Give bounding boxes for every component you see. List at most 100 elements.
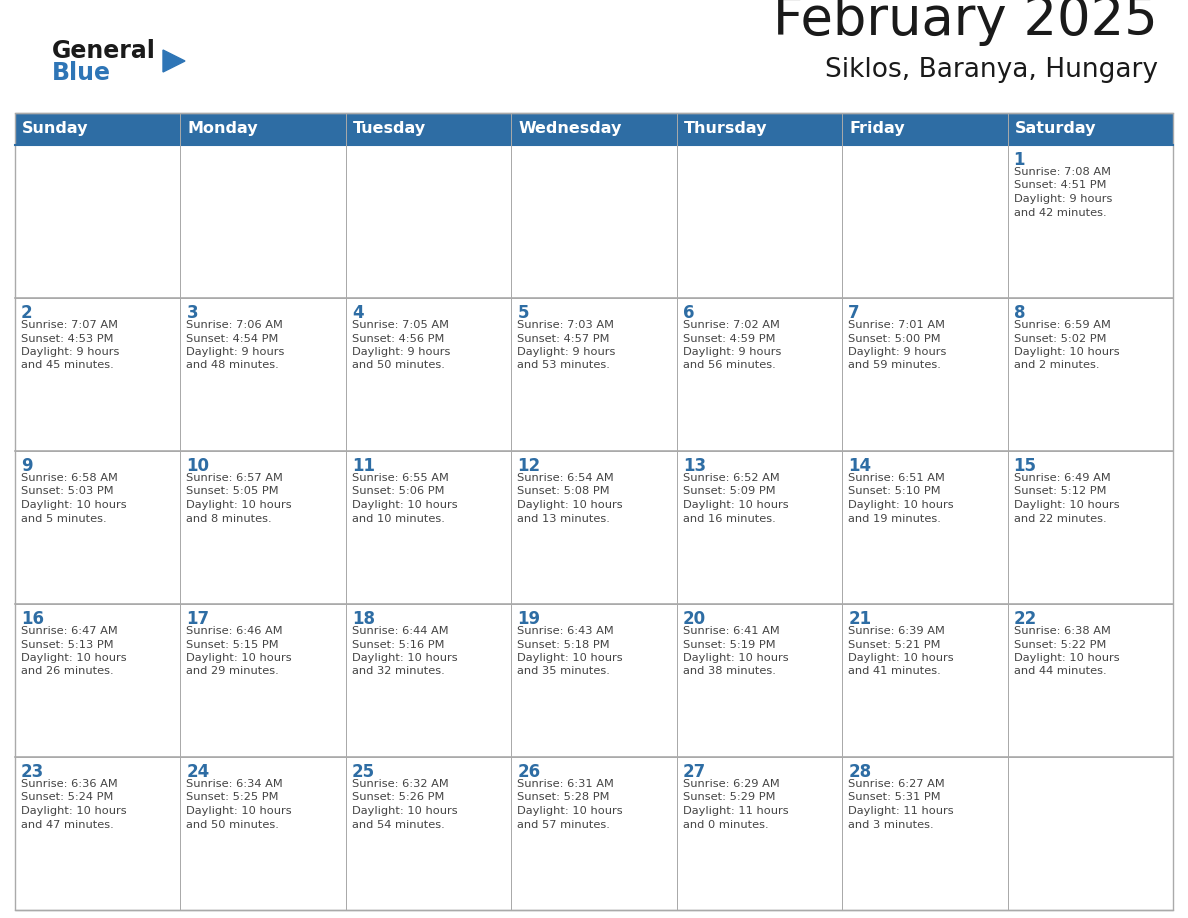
Bar xyxy=(15,604,181,757)
Text: 27: 27 xyxy=(683,763,706,781)
Text: Sunrise: 6:41 AM: Sunrise: 6:41 AM xyxy=(683,626,779,636)
Text: Sunrise: 6:38 AM: Sunrise: 6:38 AM xyxy=(1013,626,1111,636)
Text: and 35 minutes.: and 35 minutes. xyxy=(517,666,611,677)
Text: 18: 18 xyxy=(352,610,375,628)
Text: and 3 minutes.: and 3 minutes. xyxy=(848,820,934,830)
Text: Wednesday: Wednesday xyxy=(518,121,621,137)
Bar xyxy=(181,757,346,910)
Text: 28: 28 xyxy=(848,763,871,781)
Text: Daylight: 10 hours: Daylight: 10 hours xyxy=(187,653,292,663)
Text: Sunrise: 7:03 AM: Sunrise: 7:03 AM xyxy=(517,320,614,330)
Text: and 57 minutes.: and 57 minutes. xyxy=(517,820,611,830)
Bar xyxy=(842,451,1007,604)
Text: and 10 minutes.: and 10 minutes. xyxy=(352,513,444,523)
Text: Sunrise: 7:07 AM: Sunrise: 7:07 AM xyxy=(21,320,118,330)
Text: 16: 16 xyxy=(21,610,44,628)
Text: and 22 minutes.: and 22 minutes. xyxy=(1013,513,1106,523)
Text: Sunset: 5:31 PM: Sunset: 5:31 PM xyxy=(848,792,941,802)
Text: Sunset: 5:29 PM: Sunset: 5:29 PM xyxy=(683,792,776,802)
Text: Sunset: 4:57 PM: Sunset: 4:57 PM xyxy=(517,333,609,343)
Bar xyxy=(346,451,511,604)
Text: Sunrise: 6:27 AM: Sunrise: 6:27 AM xyxy=(848,779,944,789)
Bar xyxy=(1007,145,1173,298)
Text: Saturday: Saturday xyxy=(1015,121,1097,137)
Text: Blue: Blue xyxy=(52,61,110,85)
Text: Sunrise: 6:29 AM: Sunrise: 6:29 AM xyxy=(683,779,779,789)
Text: Sunset: 4:59 PM: Sunset: 4:59 PM xyxy=(683,333,776,343)
Bar xyxy=(15,113,1173,910)
Text: 5: 5 xyxy=(517,304,529,322)
Text: and 16 minutes.: and 16 minutes. xyxy=(683,513,776,523)
Text: February 2025: February 2025 xyxy=(773,0,1158,46)
Text: 21: 21 xyxy=(848,610,871,628)
Text: Sunset: 5:15 PM: Sunset: 5:15 PM xyxy=(187,640,279,650)
Text: Sunset: 5:25 PM: Sunset: 5:25 PM xyxy=(187,792,279,802)
Text: Sunset: 5:24 PM: Sunset: 5:24 PM xyxy=(21,792,113,802)
Text: Friday: Friday xyxy=(849,121,905,137)
Bar xyxy=(511,757,677,910)
Bar xyxy=(842,757,1007,910)
Text: Sunset: 4:53 PM: Sunset: 4:53 PM xyxy=(21,333,114,343)
Text: Sunrise: 6:58 AM: Sunrise: 6:58 AM xyxy=(21,473,118,483)
Text: and 45 minutes.: and 45 minutes. xyxy=(21,361,114,371)
Text: and 5 minutes.: and 5 minutes. xyxy=(21,513,107,523)
Text: 9: 9 xyxy=(21,457,32,475)
Bar xyxy=(15,113,1173,145)
Text: Sunset: 5:06 PM: Sunset: 5:06 PM xyxy=(352,487,444,497)
Text: and 48 minutes.: and 48 minutes. xyxy=(187,361,279,371)
Bar xyxy=(346,298,511,451)
Text: Daylight: 9 hours: Daylight: 9 hours xyxy=(517,347,615,357)
Text: 10: 10 xyxy=(187,457,209,475)
Text: and 56 minutes.: and 56 minutes. xyxy=(683,361,776,371)
Text: Sunrise: 6:47 AM: Sunrise: 6:47 AM xyxy=(21,626,118,636)
Text: Sunrise: 6:32 AM: Sunrise: 6:32 AM xyxy=(352,779,449,789)
Text: 26: 26 xyxy=(517,763,541,781)
Polygon shape xyxy=(163,50,185,72)
Text: 7: 7 xyxy=(848,304,860,322)
Text: 19: 19 xyxy=(517,610,541,628)
Text: Daylight: 10 hours: Daylight: 10 hours xyxy=(517,500,623,510)
Text: 20: 20 xyxy=(683,610,706,628)
Text: and 8 minutes.: and 8 minutes. xyxy=(187,513,272,523)
Text: Daylight: 9 hours: Daylight: 9 hours xyxy=(21,347,119,357)
Text: and 32 minutes.: and 32 minutes. xyxy=(352,666,444,677)
Text: 13: 13 xyxy=(683,457,706,475)
Text: 24: 24 xyxy=(187,763,209,781)
Text: Sunset: 5:28 PM: Sunset: 5:28 PM xyxy=(517,792,609,802)
Text: Daylight: 10 hours: Daylight: 10 hours xyxy=(848,500,954,510)
Text: Sunset: 4:56 PM: Sunset: 4:56 PM xyxy=(352,333,444,343)
Text: and 59 minutes.: and 59 minutes. xyxy=(848,361,941,371)
Text: Daylight: 10 hours: Daylight: 10 hours xyxy=(1013,500,1119,510)
Text: Daylight: 9 hours: Daylight: 9 hours xyxy=(1013,194,1112,204)
Bar xyxy=(511,145,677,298)
Bar xyxy=(346,604,511,757)
Text: Sunset: 5:02 PM: Sunset: 5:02 PM xyxy=(1013,333,1106,343)
Text: Daylight: 10 hours: Daylight: 10 hours xyxy=(21,653,127,663)
Text: Sunset: 4:51 PM: Sunset: 4:51 PM xyxy=(1013,181,1106,191)
Text: and 2 minutes.: and 2 minutes. xyxy=(1013,361,1099,371)
Text: and 29 minutes.: and 29 minutes. xyxy=(187,666,279,677)
Text: General: General xyxy=(52,39,156,63)
Text: Tuesday: Tuesday xyxy=(353,121,426,137)
Text: Sunrise: 6:36 AM: Sunrise: 6:36 AM xyxy=(21,779,118,789)
Text: Sunset: 5:21 PM: Sunset: 5:21 PM xyxy=(848,640,941,650)
Text: and 38 minutes.: and 38 minutes. xyxy=(683,666,776,677)
Bar xyxy=(15,145,181,298)
Text: Sunrise: 7:08 AM: Sunrise: 7:08 AM xyxy=(1013,167,1111,177)
Text: Daylight: 11 hours: Daylight: 11 hours xyxy=(848,806,954,816)
Text: Sunset: 5:16 PM: Sunset: 5:16 PM xyxy=(352,640,444,650)
Text: Daylight: 10 hours: Daylight: 10 hours xyxy=(187,806,292,816)
Bar xyxy=(181,604,346,757)
Bar xyxy=(511,298,677,451)
Text: Sunday: Sunday xyxy=(23,121,88,137)
Bar xyxy=(677,604,842,757)
Text: 3: 3 xyxy=(187,304,198,322)
Text: Sunrise: 6:51 AM: Sunrise: 6:51 AM xyxy=(848,473,944,483)
Text: and 26 minutes.: and 26 minutes. xyxy=(21,666,114,677)
Text: and 53 minutes.: and 53 minutes. xyxy=(517,361,611,371)
Text: Daylight: 10 hours: Daylight: 10 hours xyxy=(352,653,457,663)
Text: 8: 8 xyxy=(1013,304,1025,322)
Text: and 50 minutes.: and 50 minutes. xyxy=(352,361,444,371)
Bar xyxy=(346,145,511,298)
Text: Sunrise: 6:52 AM: Sunrise: 6:52 AM xyxy=(683,473,779,483)
